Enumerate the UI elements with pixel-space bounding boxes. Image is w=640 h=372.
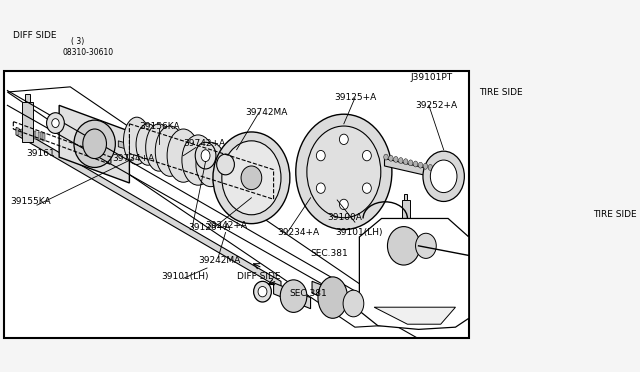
Ellipse shape [387,227,420,265]
Ellipse shape [167,129,200,182]
Text: 39155KA: 39155KA [10,197,51,206]
Polygon shape [273,283,310,309]
Text: 39734+A: 39734+A [113,154,155,163]
Bar [205,157,208,164]
Ellipse shape [222,141,281,215]
Bar [20,128,24,136]
Bar [33,131,36,139]
Text: SEC.381: SEC.381 [310,249,348,258]
Ellipse shape [280,280,307,312]
Ellipse shape [384,154,388,160]
Polygon shape [374,307,456,324]
Ellipse shape [415,233,436,259]
Text: 39101(LH): 39101(LH) [161,272,209,281]
Ellipse shape [339,134,348,145]
Polygon shape [360,218,468,329]
Ellipse shape [394,157,398,162]
Ellipse shape [74,120,115,167]
Text: 39161: 39161 [26,149,54,158]
Text: J39101PT: J39101PT [410,73,452,82]
Ellipse shape [423,151,465,202]
Ellipse shape [213,132,290,224]
Bar [185,153,187,160]
Bar [42,134,45,141]
Ellipse shape [253,281,271,302]
Text: ( 3): ( 3) [71,37,84,46]
Text: 39242+A: 39242+A [205,221,248,230]
Text: DIFF SIDE: DIFF SIDE [237,272,280,281]
Ellipse shape [408,160,413,166]
Ellipse shape [124,117,150,164]
Polygon shape [154,144,177,157]
Text: 39126+A: 39126+A [189,223,231,232]
Text: 39125+A: 39125+A [334,93,376,102]
Polygon shape [312,281,370,315]
Ellipse shape [196,142,225,187]
Text: 39156KA: 39156KA [139,122,180,131]
Ellipse shape [403,159,408,165]
Text: DIFF SIDE: DIFF SIDE [13,31,57,40]
Ellipse shape [423,163,428,169]
Polygon shape [59,105,129,183]
Ellipse shape [201,150,210,161]
Polygon shape [8,87,418,327]
Ellipse shape [318,277,348,318]
Ellipse shape [428,164,433,170]
Ellipse shape [419,162,422,168]
Bar [202,156,204,164]
Text: 39742MA: 39742MA [246,108,288,117]
Ellipse shape [388,155,393,161]
Ellipse shape [362,183,371,193]
Ellipse shape [296,114,392,230]
Text: 39242MA: 39242MA [198,256,241,265]
Text: 39101(LH): 39101(LH) [335,228,383,237]
Ellipse shape [316,150,325,161]
Ellipse shape [399,158,403,164]
Polygon shape [385,158,436,178]
Ellipse shape [83,129,106,158]
Ellipse shape [182,135,214,185]
Text: TIRE SIDE: TIRE SIDE [593,210,637,219]
Polygon shape [118,141,144,154]
Bar [16,128,19,135]
Text: 08310-30610: 08310-30610 [62,48,113,57]
Bar [189,154,191,161]
Text: SEC.381: SEC.381 [290,289,328,298]
Ellipse shape [195,142,216,169]
Ellipse shape [343,290,364,317]
Ellipse shape [316,183,325,193]
Bar [38,132,41,140]
Bar [22,102,33,142]
Polygon shape [16,128,281,289]
Ellipse shape [146,124,172,171]
Text: 39100A: 39100A [328,213,362,222]
Ellipse shape [156,126,185,176]
Bar [193,154,195,162]
Text: 39742+A: 39742+A [184,139,225,148]
Ellipse shape [136,124,160,165]
Ellipse shape [52,119,59,128]
Ellipse shape [47,113,65,134]
Bar [25,94,29,102]
Bar [401,200,410,232]
Bar [29,131,32,138]
Ellipse shape [430,160,457,193]
Ellipse shape [307,126,381,218]
Ellipse shape [362,150,371,161]
Bar [25,129,28,137]
Ellipse shape [217,154,234,175]
Bar [197,155,200,163]
Text: 39252+A: 39252+A [415,101,458,110]
Text: 39234+A: 39234+A [277,228,319,237]
Text: TIRE SIDE: TIRE SIDE [479,87,523,96]
Bar [404,194,408,200]
Ellipse shape [241,166,262,190]
Ellipse shape [339,199,348,209]
Ellipse shape [258,286,267,297]
Ellipse shape [413,161,418,167]
